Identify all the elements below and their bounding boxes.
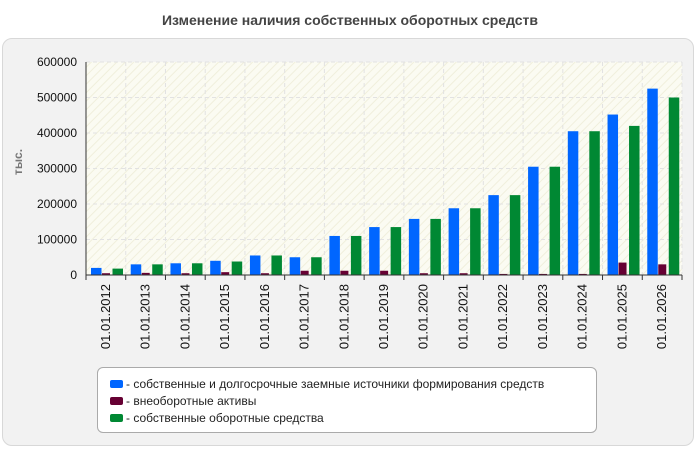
x-tick-label: 01.01.2019	[376, 284, 391, 349]
bar-working-capital	[311, 257, 322, 275]
bar-working-capital	[430, 218, 441, 275]
x-tick-label: 01.01.2024	[575, 284, 590, 349]
bar-noncurrent-assets	[499, 273, 508, 275]
x-tick-label: 01.01.2017	[297, 284, 312, 349]
bar-working-capital	[112, 268, 123, 275]
bar-working-capital	[191, 263, 203, 275]
bar-noncurrent-assets	[380, 270, 389, 275]
bar-sources	[607, 114, 619, 275]
bar-noncurrent-assets	[102, 273, 110, 275]
bar-sources	[170, 263, 181, 275]
legend-item-working-capital: - собственные оборотные средства	[110, 409, 596, 426]
y-tick-label: 500000	[37, 91, 77, 105]
bar-sources	[329, 235, 340, 275]
bar-noncurrent-assets	[419, 273, 428, 275]
bar-sources	[408, 218, 420, 275]
bar-working-capital	[589, 131, 600, 275]
x-tick-label: 01.01.2015	[217, 284, 232, 349]
x-tick-label: 01.01.2021	[455, 284, 470, 349]
bar-sources	[289, 257, 301, 275]
x-tick-label: 01.01.2022	[495, 284, 510, 349]
x-tick-label: 01.01.2026	[654, 284, 669, 349]
y-tick-label: 400000	[37, 126, 77, 140]
bar-working-capital	[152, 264, 163, 275]
bar-noncurrent-assets	[300, 270, 309, 275]
bar-noncurrent-assets	[658, 264, 667, 275]
x-tick-label: 01.01.2025	[614, 284, 629, 349]
bar-sources	[528, 166, 539, 275]
legend-label: - собственные и долгосрочные заемные ист…	[126, 376, 545, 391]
bar-working-capital	[509, 195, 521, 275]
bar-sources	[647, 88, 658, 275]
y-tick-label: 100000	[37, 233, 77, 247]
legend: - собственные и долгосрочные заемные ист…	[97, 367, 597, 433]
bar-noncurrent-assets	[221, 272, 230, 275]
y-tick-label: 300000	[37, 162, 77, 176]
bar-working-capital	[390, 227, 402, 275]
bar-working-capital	[668, 97, 680, 275]
bar-noncurrent-assets	[181, 273, 190, 275]
legend-swatch	[110, 396, 123, 405]
bar-noncurrent-assets	[459, 273, 468, 275]
bar-noncurrent-assets	[578, 273, 587, 275]
bar-sources	[567, 131, 579, 275]
bar-sources	[91, 267, 102, 275]
x-tick-label: 01.01.2018	[336, 284, 351, 349]
chart-title: Изменение наличия собственных оборотных …	[161, 12, 539, 28]
bar-working-capital	[350, 235, 362, 275]
x-tick-label: 01.01.2020	[416, 284, 431, 349]
bar-working-capital	[470, 208, 481, 275]
bar-noncurrent-assets	[340, 270, 349, 275]
bar-noncurrent-assets	[539, 273, 548, 275]
y-tick-label: 0	[70, 268, 77, 282]
legend-label: - внеоборотные активы	[126, 393, 257, 408]
x-tick-label: 01.01.2013	[138, 284, 153, 349]
legend-swatch	[110, 413, 123, 422]
bar-noncurrent-assets	[618, 262, 627, 275]
bar-sources	[369, 227, 380, 275]
bar-noncurrent-assets	[141, 272, 150, 275]
bar-working-capital	[231, 261, 243, 275]
x-tick-label: 01.01.2014	[177, 284, 192, 349]
bar-sources	[249, 255, 261, 275]
bar-working-capital	[549, 166, 561, 275]
y-axis-label: тыс.	[11, 149, 25, 175]
legend-label: - собственные оборотные средства	[126, 410, 324, 425]
legend-item-noncurrent-assets: - внеоборотные активы	[110, 392, 596, 409]
y-tick-label: 600000	[37, 55, 77, 69]
y-tick-label: 200000	[37, 197, 77, 211]
x-tick-label: 01.01.2016	[257, 284, 272, 349]
bar-sources	[130, 264, 142, 275]
legend-swatch	[110, 379, 123, 388]
bar-sources	[448, 208, 460, 275]
bar-noncurrent-assets	[260, 273, 269, 275]
x-tick-label: 01.01.2023	[535, 284, 550, 349]
bar-sources	[210, 260, 221, 275]
x-tick-label: 01.01.2012	[98, 284, 113, 349]
legend-item-sources: - собственные и долгосрочные заемные ист…	[110, 375, 596, 392]
bar-working-capital	[271, 255, 282, 275]
bar-sources	[488, 195, 499, 275]
bar-working-capital	[629, 125, 640, 276]
